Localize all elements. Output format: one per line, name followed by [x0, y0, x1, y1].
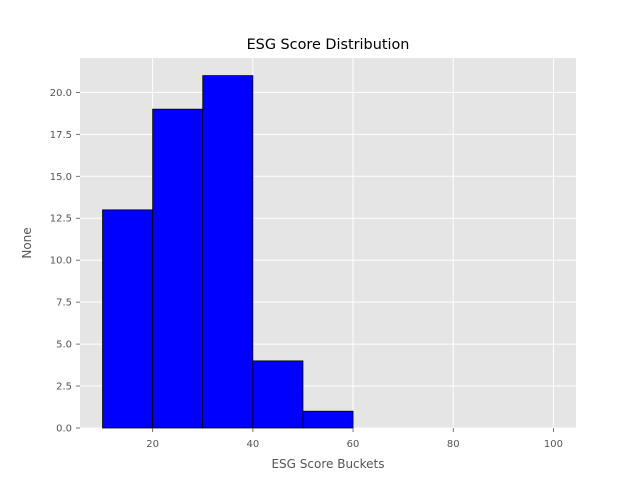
x-tick-label: 60	[347, 439, 360, 450]
x-tick-label: 20	[146, 439, 159, 450]
histogram-bar	[302, 410, 354, 429]
y-tick-label: 2.5	[56, 382, 72, 393]
y-tick-label: 0.0	[56, 424, 72, 435]
y-tick-label: 15.0	[50, 172, 72, 183]
x-axis-ticks: 20 40 60 80 100	[146, 428, 563, 450]
x-tick-label: 100	[544, 439, 563, 450]
y-axis-ticks: 0.0 2.5 5.0 7.5 10.0 12.5 15.0 17.5 20.0	[50, 88, 80, 435]
x-tick-label: 80	[447, 439, 460, 450]
histogram-bar	[252, 360, 304, 429]
y-tick-label: 7.5	[56, 298, 72, 309]
histogram-bar	[202, 75, 254, 429]
y-axis-label: None	[20, 227, 34, 258]
y-tick-label: 10.0	[50, 256, 72, 267]
y-tick-label: 17.5	[50, 130, 72, 141]
chart-title: ESG Score Distribution	[247, 37, 410, 53]
y-tick-label: 20.0	[50, 88, 72, 99]
x-tick-label: 40	[246, 439, 259, 450]
histogram-bar	[152, 108, 204, 429]
histogram-bar	[102, 209, 154, 429]
histogram-bars	[102, 75, 354, 429]
y-tick-label: 5.0	[56, 340, 72, 351]
y-tick-label: 12.5	[50, 214, 72, 225]
x-axis-label: ESG Score Buckets	[271, 457, 384, 471]
